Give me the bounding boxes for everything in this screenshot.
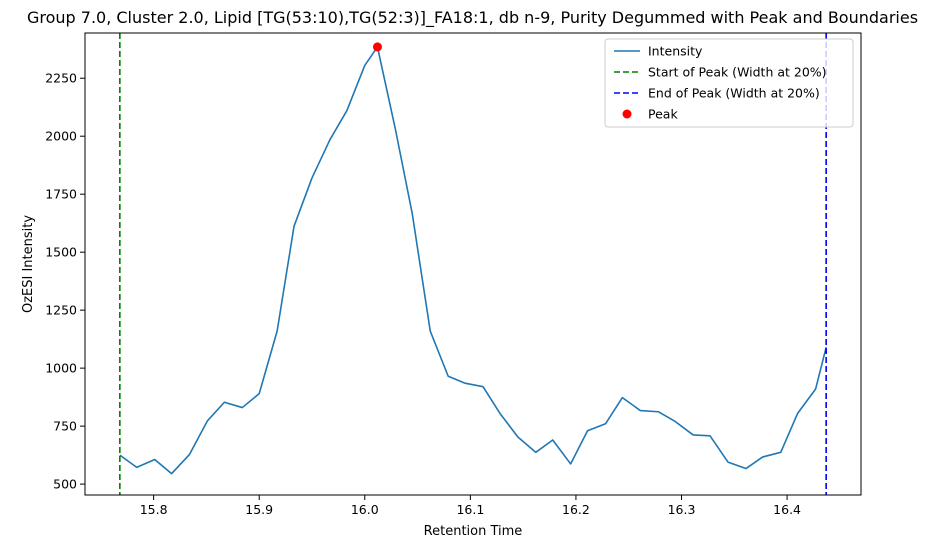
legend-label: End of Peak (Width at 20%) [648, 86, 820, 101]
legend: Intensity Start of Peak (Width at 20%) End… [604, 38, 854, 128]
x-tick-label: 16.3 [668, 502, 696, 517]
y-tick-label: 2000 [45, 129, 77, 144]
y-tick-label: 500 [53, 477, 77, 492]
x-axis-label: Retention Time [424, 524, 523, 539]
x-axis: 15.8 15.9 16.0 16.1 16.2 16.3 16.4 [140, 495, 801, 517]
intensity-line [119, 46, 827, 475]
x-tick-label: 16.2 [562, 502, 590, 517]
x-tick-label: 15.9 [245, 502, 273, 517]
legend-swatch [622, 109, 632, 119]
legend-label: Start of Peak (Width at 20%) [648, 65, 827, 80]
y-tick-label: 1750 [45, 187, 77, 202]
y-tick-label: 1500 [45, 245, 77, 260]
chart-title: Group 7.0, Cluster 2.0, Lipid [TG(53:10)… [27, 8, 918, 28]
legend-label: Peak [648, 107, 678, 122]
x-tick-label: 16.0 [351, 502, 379, 517]
y-axis-label: OzESI Intensity [21, 215, 36, 313]
x-tick-label: 15.8 [140, 502, 168, 517]
legend-label: Intensity [648, 44, 703, 59]
y-tick-label: 750 [53, 419, 77, 434]
plot-frame [84, 32, 862, 496]
x-tick-label: 16.4 [773, 502, 801, 517]
x-tick-label: 16.1 [456, 502, 484, 517]
y-tick-label: 1000 [45, 361, 77, 376]
peak-marker [372, 42, 382, 52]
y-tick-label: 2250 [45, 71, 77, 86]
y-tick-label: 1250 [45, 303, 77, 318]
legend-box [604, 38, 854, 128]
y-axis: 500 750 1000 1250 1500 1750 2000 2250 [45, 71, 85, 492]
